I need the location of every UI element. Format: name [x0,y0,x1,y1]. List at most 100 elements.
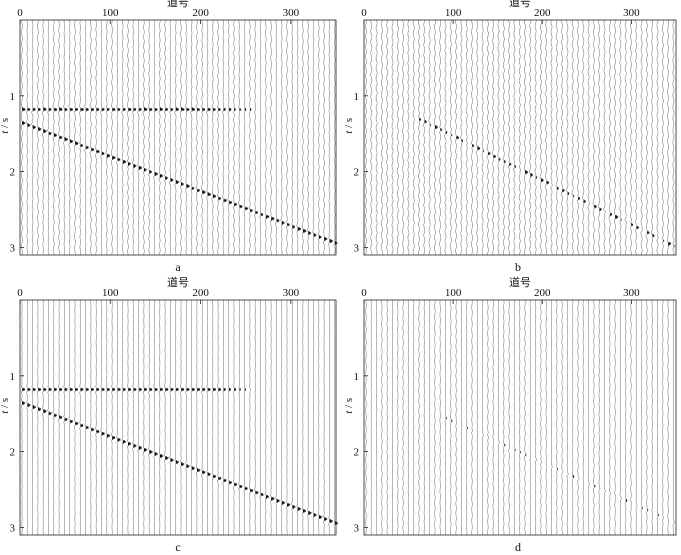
y-tick-label: 1 [354,371,360,383]
trace [254,299,259,536]
trace [497,299,500,536]
trace [539,19,544,256]
trace [518,19,521,256]
trace [169,19,174,256]
trace [232,19,238,256]
trace [84,19,89,256]
trace [608,19,613,256]
trace [672,299,675,536]
trace [397,299,399,536]
x-axis-label: 道号 [167,275,189,289]
trace [110,299,116,536]
trace [550,19,553,256]
trace [429,299,431,536]
traces [20,299,339,536]
trace [582,19,586,256]
trace [42,299,47,535]
trace [100,19,105,256]
y-tick-label: 3 [10,242,16,254]
trace [312,19,317,256]
y-axis-label-symbol: t [343,130,355,134]
trace [487,299,490,536]
x-tick-label: 0 [361,7,367,19]
trace [534,19,538,256]
trace [147,19,153,256]
trace [47,299,52,536]
trace [449,19,453,256]
trace [280,19,285,256]
trace [518,299,522,536]
trace [158,19,164,256]
trace [105,299,111,536]
trace [624,299,628,536]
trace [179,299,185,536]
trace [333,299,339,536]
trace [635,299,638,536]
x-axis-label: 道号 [509,0,531,9]
trace [513,19,517,256]
x-tick-label: 0 [361,287,367,299]
trace [507,19,512,256]
y-tick-label: 2 [354,167,360,179]
y-axis-label: t / s [343,398,355,414]
trace [544,19,550,256]
x-tick-label: 100 [102,7,119,19]
trace [376,299,378,536]
x-tick-label: 200 [192,7,209,19]
trace [296,19,302,256]
trace [603,299,606,536]
trace [582,299,584,536]
trace [650,19,655,256]
trace [116,299,121,536]
trace [296,299,302,536]
trace [116,19,121,256]
trace [672,19,675,256]
trace [576,19,581,256]
y-tick-label: 3 [10,522,16,534]
trace [508,299,511,536]
trace [89,19,95,256]
x-tick-label: 300 [623,7,640,19]
trace [407,19,410,256]
trace [89,299,95,536]
trace [301,299,307,536]
x-tick-label: 200 [534,287,551,299]
y-axis-label-symbol: t [0,410,11,414]
trace [439,19,443,256]
trace [317,19,322,256]
trace [433,19,439,256]
plot-frame [363,299,677,536]
panel-d: 0 100 200 300 1 2 3 道号 t / s d [343,275,677,554]
trace [328,19,334,256]
trace [598,299,601,536]
trace [656,299,660,536]
x-tick-label: 200 [192,287,209,299]
trace [545,299,547,536]
trace [121,19,127,256]
trace [407,299,409,536]
trace [666,19,672,256]
trace [142,19,148,256]
trace [201,299,206,536]
trace [306,19,312,256]
trace [534,299,537,536]
traces [20,19,338,256]
trace [391,299,394,536]
y-axis-label: t / s [0,118,11,134]
trace [396,19,399,256]
trace [153,19,159,256]
trace [20,20,26,256]
x-tick-label: 100 [445,7,462,19]
y-tick-label: 2 [10,447,16,459]
trace [211,19,217,256]
y-tick-label: 1 [10,91,16,103]
trace [323,299,328,536]
trace [227,299,232,536]
y-axis-label-unit: / s [0,398,11,411]
trace [301,19,307,256]
trace [328,299,334,536]
trace [550,299,553,536]
y-tick-label: 1 [354,91,360,103]
x-tick-label: 0 [17,287,23,299]
